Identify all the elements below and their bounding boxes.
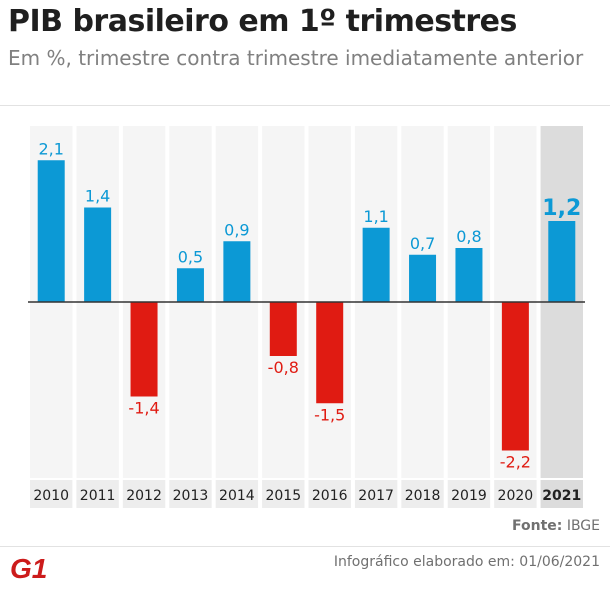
header-divider [0,105,610,106]
tick-background-2010 [30,480,73,508]
tick-background-2015 [262,480,305,508]
tick-label-2011: 2011 [80,488,116,504]
bar-2011 [84,207,112,302]
source-note: Fonte: IBGE [512,518,600,534]
tick-label-2018: 2018 [405,488,441,504]
bar-2015 [269,302,297,356]
bar-2021 [548,221,576,302]
tick-label-2010: 2010 [33,488,69,504]
chart-subtitle: Em %, trimestre contra trimestre imediat… [8,46,584,70]
bar-2020 [501,302,529,451]
tick-label-2020: 2020 [498,488,534,504]
value-label-2020: -2,2 [500,453,531,472]
value-label-2013: 0,5 [178,247,203,266]
tick-background-2021 [540,480,583,508]
value-label-2019: 0,8 [456,227,481,246]
source-label: Fonte: [511,518,563,534]
tick-label-2012: 2012 [126,488,162,504]
bar-2019 [455,248,483,302]
tick-label-2013: 2013 [173,488,209,504]
tick-label-2017: 2017 [358,488,394,504]
bar-2010 [37,160,65,302]
value-label-2014: 0,9 [224,220,249,239]
g1-logo-text: G1 [10,555,47,581]
bar-2014 [223,241,251,302]
g1-logo: G1 [10,555,47,581]
tick-label-2016: 2016 [312,488,348,504]
value-label-2018: 0,7 [410,234,435,253]
tick-background-2017 [354,480,398,508]
bar-2012 [130,302,158,397]
value-label-2011: 1,4 [85,187,110,206]
tick-label-2015: 2015 [265,488,301,504]
tick-background-2018 [401,480,444,508]
tick-label-2021: 2021 [542,488,581,504]
bar-2013 [176,268,204,302]
value-label-2012: -1,4 [128,399,159,418]
source-value: IBGE [566,518,600,534]
chart-title: PIB brasileiro em 1º trimestres [8,4,517,39]
bar-2017 [362,227,390,302]
bar-chart: 2,1 1,4 -1,4 0,5 0,9 -0,8 -1,5 1,1 0,7 0,8 -2,2 1,2… [28,126,585,508]
value-label-2015: -0,8 [268,358,299,377]
value-label-2017: 1,1 [363,207,388,226]
bar-2018 [409,254,437,302]
tick-background-2016 [308,480,351,508]
tick-background-2019 [447,480,491,508]
tick-background-2011 [76,480,119,508]
value-label-2010: 2,1 [38,139,63,158]
value-label-2016: -1,5 [314,405,345,424]
tick-background-2013 [169,480,212,508]
value-label-2021: 1,2 [542,196,581,221]
credit-note: Infográfico elaborado em: 01/06/2021 [333,554,600,570]
tick-label-2014: 2014 [219,488,255,504]
tick-label-2019: 2019 [451,488,487,504]
tick-background-2020 [494,480,537,508]
bar-2016 [316,302,344,404]
footer-divider [0,546,610,547]
tick-background-2014 [215,480,259,508]
tick-background-2012 [122,480,166,508]
